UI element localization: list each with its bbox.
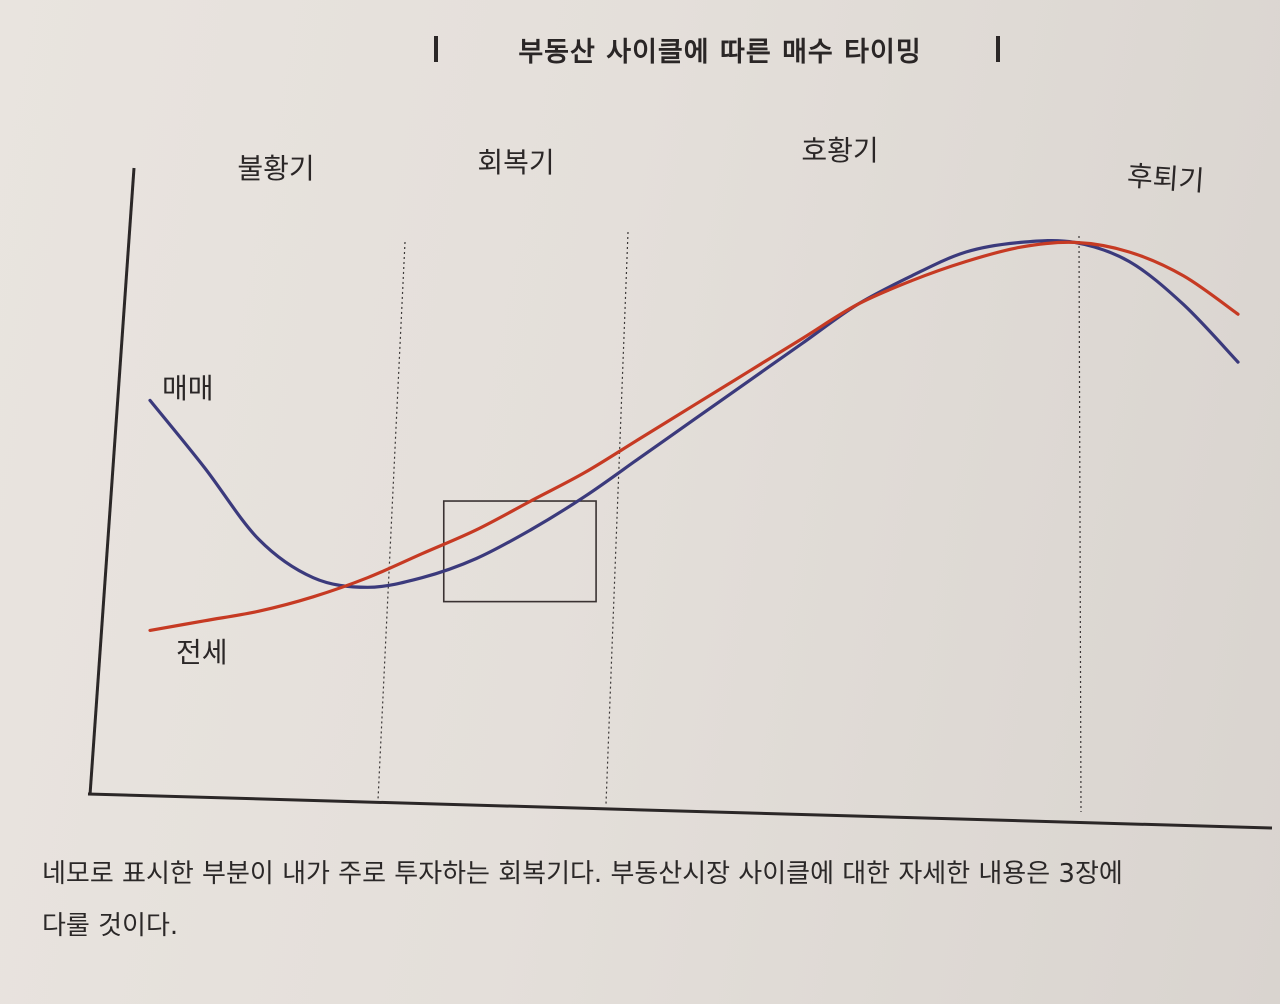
phase-label-1: 불황기 — [237, 152, 314, 185]
title-bar-right — [996, 36, 1000, 62]
phase-label-2: 회복기 — [477, 146, 554, 179]
caption-line-2: 다룰 것이다. — [42, 911, 179, 941]
phase-divider-2 — [605, 231, 629, 805]
series-line-2 — [148, 240, 1240, 632]
chart-title: 부동산 사이클에 따른 매수 타이밍 — [518, 37, 922, 68]
phase-dividers — [377, 231, 1082, 813]
phase-divider-1 — [377, 241, 406, 801]
phase-label-3: 호황기 — [801, 134, 878, 167]
caption-line-1: 네모로 표시한 부분이 내가 주로 투자하는 회복기다. 부동산시장 사이클에 … — [42, 859, 1123, 889]
caption: 네모로 표시한 부분이 내가 주로 투자하는 회복기다. 부동산시장 사이클에 … — [42, 848, 1272, 952]
series-label-2: 전세 — [176, 636, 228, 669]
phase-divider-3 — [1078, 235, 1082, 813]
series-line-1 — [148, 238, 1240, 589]
highlight-box — [442, 500, 597, 603]
axes — [87, 167, 1273, 830]
series-label-1: 매매 — [162, 372, 214, 405]
series-lines — [148, 238, 1240, 632]
y-axis — [88, 167, 136, 796]
x-axis — [87, 792, 1273, 830]
title-bar-left — [434, 36, 438, 62]
highlight-box-group — [442, 500, 597, 603]
phase-label-4: 후퇴기 — [1126, 159, 1205, 197]
title-row: 부동산 사이클에 따른 매수 타이밍 — [0, 28, 1280, 68]
